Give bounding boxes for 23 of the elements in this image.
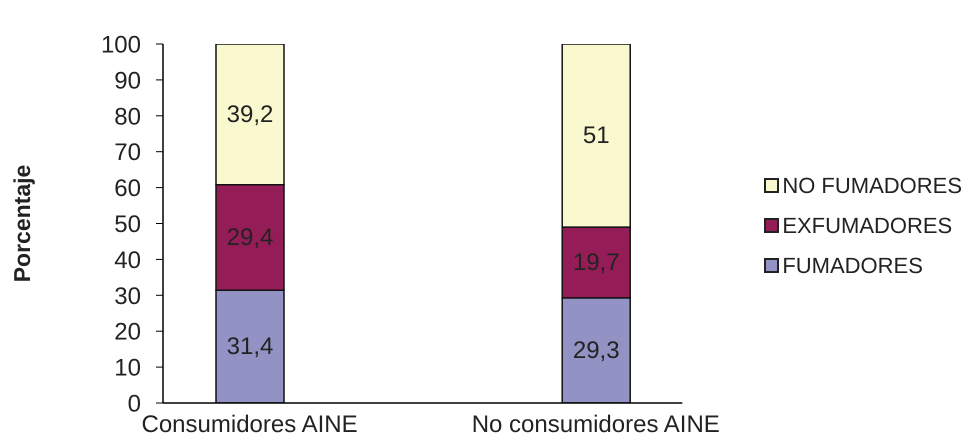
data-label: 29,3 — [572, 336, 620, 364]
y-tick-label: 60 — [114, 175, 141, 202]
data-label: 19,7 — [572, 248, 620, 276]
x-tick-label: Consumidores AINE — [142, 411, 358, 438]
y-tick-label: 30 — [114, 282, 141, 310]
y-tick-label: 20 — [114, 318, 141, 346]
legend-label: FUMADORES — [782, 252, 923, 278]
y-tick-label: 80 — [114, 103, 141, 130]
data-label: 39,2 — [226, 100, 274, 128]
data-label: 29,4 — [226, 224, 274, 251]
data-label: 31,4 — [226, 333, 274, 360]
y-axis-title: Porcentaje — [9, 164, 35, 282]
y-tick-label: 50 — [114, 211, 141, 238]
y-tick-label: 90 — [114, 67, 141, 94]
legend-label: EXFUMADORES — [782, 212, 952, 238]
y-tick-label: 100 — [100, 32, 141, 59]
y-tick-label: 10 — [114, 354, 141, 382]
y-tick-label: 0 — [128, 390, 141, 418]
y-tick-label: 70 — [114, 139, 141, 166]
legend-label: NO FUMADORES — [782, 172, 962, 198]
data-label: 51 — [582, 122, 610, 150]
x-tick-label: No consumidores AINE — [472, 411, 720, 438]
y-tick-label: 40 — [114, 246, 141, 274]
